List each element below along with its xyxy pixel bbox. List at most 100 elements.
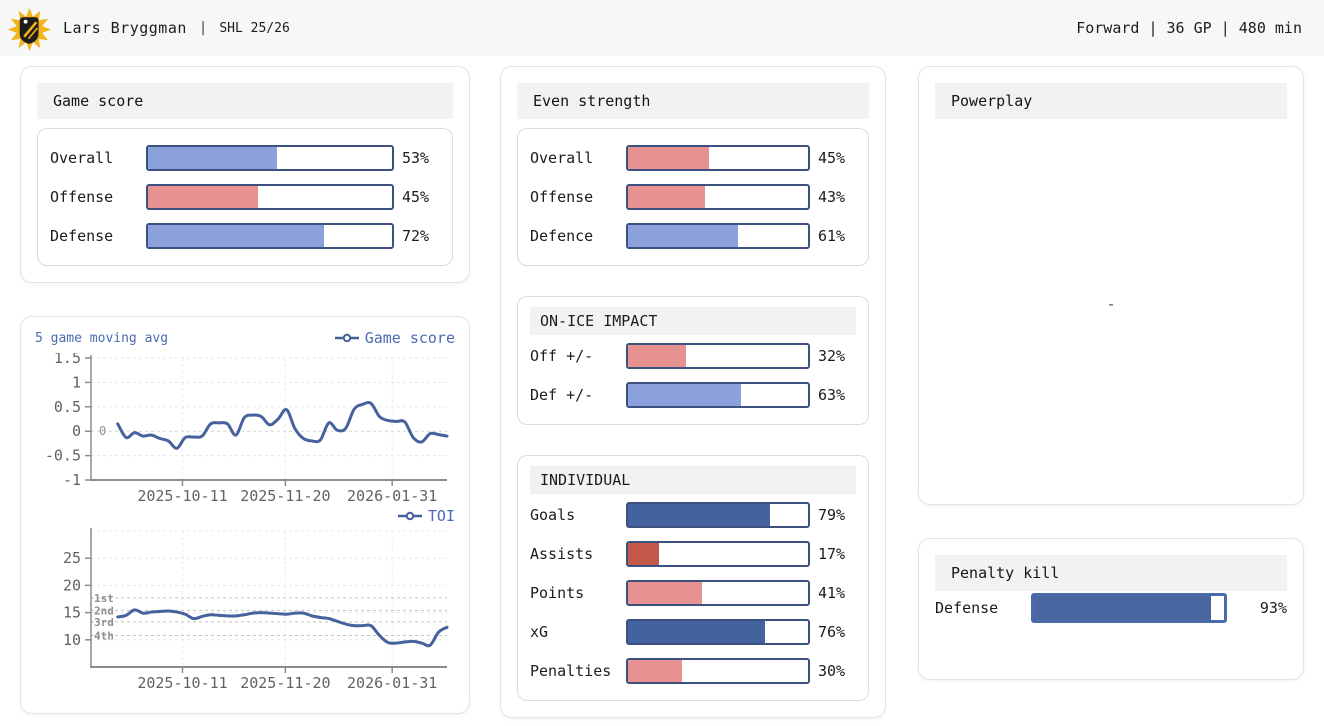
top-bar: Lars Bryggman | SHL 25/26 Forward | 36 G… xyxy=(0,0,1324,56)
stat-value: 61% xyxy=(818,227,856,245)
stat-row: Off +/- 32% xyxy=(530,343,856,369)
reference-line-label: 3rd xyxy=(94,616,114,629)
game-score-trend-chart[interactable]: 1.510.50-0.5-102025-10-112025-11-202026-… xyxy=(35,353,455,503)
stat-bar-fill xyxy=(628,621,765,643)
stat-bar xyxy=(146,145,394,171)
penalty-kill-card: Penalty kill Defense 93% xyxy=(918,538,1304,680)
stat-label: Defense xyxy=(935,599,1031,617)
stat-value: 93% xyxy=(1241,599,1287,617)
x-axis-tick-label: 2025-10-11 xyxy=(137,674,227,692)
stat-bar-fill xyxy=(1034,596,1211,620)
reference-line-label: 1st xyxy=(94,592,114,605)
stat-value: 17% xyxy=(818,545,856,563)
y-axis-tick-label: 20 xyxy=(63,576,81,594)
y-axis-tick-label: -1 xyxy=(63,471,81,489)
penalty-kill-stats: Defense 93% xyxy=(935,593,1287,623)
stat-value: 72% xyxy=(402,227,440,245)
stat-row: Def +/- 63% xyxy=(530,382,856,408)
x-axis-tick-label: 2025-11-20 xyxy=(240,487,330,503)
stat-label: Goals xyxy=(530,506,626,524)
game-score-title: Game score xyxy=(37,83,453,119)
trend-charts-card: 5 game moving avg Game score 1.510.50-0.… xyxy=(20,316,470,714)
toi-trend-chart[interactable]: 1st2nd3rd4th252015102025-10-112025-11-20… xyxy=(35,527,455,697)
y-axis-tick-label: 15 xyxy=(63,604,81,622)
legend-toi[interactable]: TOI xyxy=(397,507,455,525)
stat-value: 76% xyxy=(818,623,856,641)
stat-label: Offense xyxy=(530,188,626,206)
stat-label: Defence xyxy=(530,227,626,245)
player-name: Lars Bryggman xyxy=(63,19,187,37)
stat-row: Overall 45% xyxy=(530,145,856,171)
stat-value: 63% xyxy=(818,386,856,404)
stat-label: Overall xyxy=(530,149,626,167)
toi-chart-header: TOI xyxy=(35,507,455,527)
stat-bar-fill xyxy=(148,147,277,169)
player-identity: Lars Bryggman | SHL 25/26 xyxy=(6,4,290,53)
stat-bar-fill xyxy=(628,660,682,682)
dashboard: Game score Overall 53% Offense 45% Defense 72… xyxy=(0,56,1324,726)
stat-bar xyxy=(626,502,810,528)
stat-bar-fill xyxy=(628,543,659,565)
zero-line-label: 0 xyxy=(99,424,106,438)
stat-bar-fill xyxy=(148,225,324,247)
individual-box: INDIVIDUAL Goals79%Assists17%Points41%xG… xyxy=(517,455,869,701)
trend-line xyxy=(118,610,447,646)
stat-row: Defense 93% xyxy=(935,593,1287,623)
stat-bar-fill xyxy=(628,582,702,604)
x-axis-tick-label: 2026-01-31 xyxy=(347,674,437,692)
y-axis-tick-label: 25 xyxy=(63,549,81,567)
stat-row: Penalties 30% xyxy=(530,658,856,684)
stat-value: 53% xyxy=(402,149,440,167)
x-axis-tick-label: 2025-11-20 xyxy=(240,674,330,692)
stat-value: 32% xyxy=(818,347,856,365)
even-strength-stats: Overall 45% Offense 43% Defence 61% xyxy=(517,128,869,266)
y-axis-tick-label: -0.5 xyxy=(45,447,81,465)
stat-value: 45% xyxy=(402,188,440,206)
legend-game-score[interactable]: Game score xyxy=(334,329,455,347)
stat-bar-fill xyxy=(628,186,705,208)
powerplay-title: Powerplay xyxy=(935,83,1287,119)
legend-label: Game score xyxy=(365,329,455,347)
powerplay-empty-value: - xyxy=(935,119,1287,488)
stat-bar xyxy=(626,658,810,684)
trend-line xyxy=(118,403,447,449)
stat-value: 43% xyxy=(818,188,856,206)
stat-bar xyxy=(1031,593,1227,623)
x-axis-tick-label: 2025-10-11 xyxy=(137,487,227,503)
stat-value: 41% xyxy=(818,584,856,602)
y-axis-tick-label: 0 xyxy=(72,422,81,440)
line-series-legend-icon xyxy=(334,332,360,344)
stat-label: Assists xyxy=(530,545,626,563)
legend-label: TOI xyxy=(428,507,455,525)
stat-bar-fill xyxy=(148,186,258,208)
stat-bar xyxy=(146,223,394,249)
stat-label: Penalties xyxy=(530,662,626,680)
stat-bar xyxy=(626,541,810,567)
stat-value: 79% xyxy=(818,506,856,524)
stat-bar-fill xyxy=(628,345,686,367)
season-label: SHL 25/26 xyxy=(219,21,289,36)
on-ice-impact-title: ON-ICE IMPACT xyxy=(530,307,856,335)
middle-column: Even strength Overall45%Offense43%Defenc… xyxy=(500,66,886,718)
stat-row: Defense 72% xyxy=(50,223,440,249)
stat-label: Off +/- xyxy=(530,347,626,365)
stat-label: Def +/- xyxy=(530,386,626,404)
powerplay-card: Powerplay - xyxy=(918,66,1304,505)
stat-bar-fill xyxy=(628,384,741,406)
reference-line-label: 4th xyxy=(94,629,114,642)
header-separator: | xyxy=(199,20,207,36)
stat-row: Offense 43% xyxy=(530,184,856,210)
left-column: Game score Overall53%Offense45%Defense72… xyxy=(20,66,470,714)
individual-title: INDIVIDUAL xyxy=(530,466,856,494)
stat-label: Offense xyxy=(50,188,146,206)
penalty-kill-title: Penalty kill xyxy=(935,555,1287,591)
stat-value: 45% xyxy=(818,149,856,167)
player-meta: Forward | 36 GP | 480 min xyxy=(1076,19,1302,37)
stat-value: 30% xyxy=(818,662,856,680)
stat-row: Assists 17% xyxy=(530,541,856,567)
stat-label: Defense xyxy=(50,227,146,245)
stat-row: Goals 79% xyxy=(530,502,856,528)
moving-avg-label: 5 game moving avg xyxy=(35,329,168,346)
stat-bar-fill xyxy=(628,504,770,526)
game-score-chart-header: 5 game moving avg Game score xyxy=(35,329,455,353)
